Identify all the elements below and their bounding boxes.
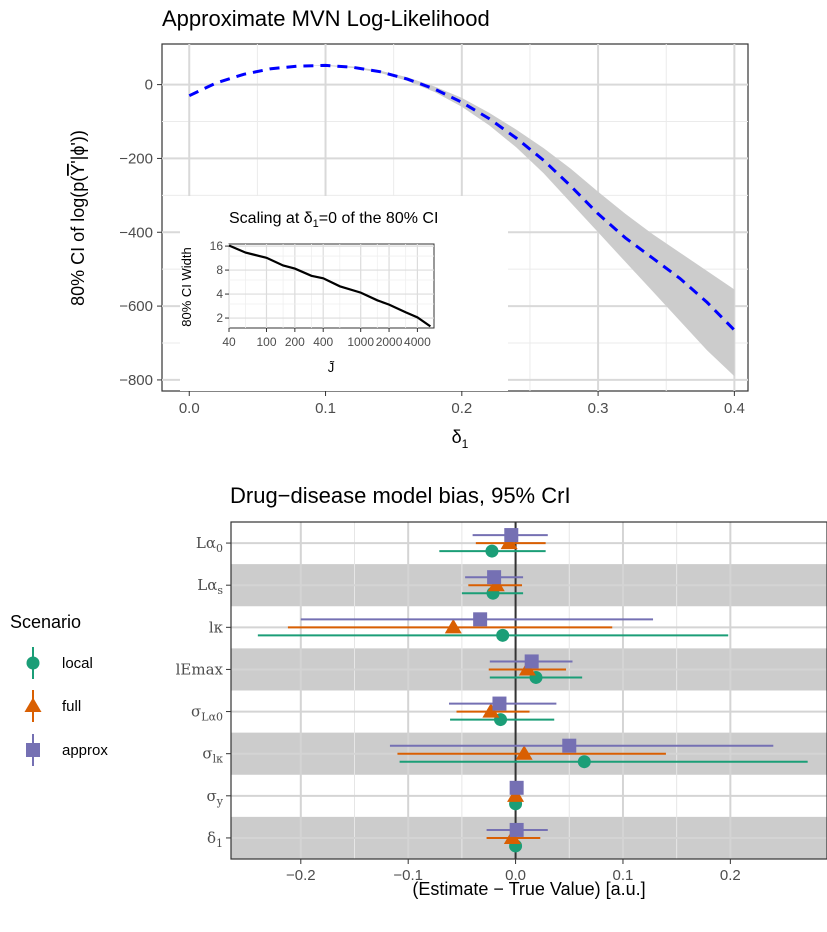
- top-chart-title: Approximate MVN Log-Likelihood: [162, 6, 490, 31]
- bottom-y-tick-label: σlκ: [202, 745, 223, 766]
- approx-point: [487, 570, 502, 585]
- approx-point: [524, 654, 539, 669]
- local-point: [485, 544, 499, 558]
- top-y-tick-label: −800: [119, 372, 153, 389]
- legend-label: full: [62, 698, 81, 715]
- bottom-x-tick-label: 0.1: [613, 867, 634, 884]
- legend-key-triangle: [24, 697, 42, 712]
- bottom-y-tick-label: δ1: [207, 829, 223, 850]
- inset-gridlines: [228, 244, 434, 328]
- legend-item-full: full: [24, 690, 81, 722]
- bottom-y-tick-label: lκ: [209, 618, 224, 636]
- top-x-axis-label: δ1: [452, 427, 469, 451]
- inset-y-tick-label: 16: [210, 239, 224, 253]
- approx-point: [473, 612, 488, 627]
- inset-y-tick-label: 2: [216, 311, 223, 325]
- bottom-x-tick-label: −0.2: [286, 867, 316, 884]
- full-point: [482, 703, 500, 718]
- inset-tick-labels: 40 100 200 400 1000 2000 4000 16 8 4 2: [210, 239, 431, 349]
- top-y-tick-label: −600: [119, 298, 153, 315]
- bottom-x-tick-label: 0.0: [505, 867, 526, 884]
- top-tick-labels: 0.0 0.1 0.2 0.3 0.4 0 −200 −400 −600 −800: [119, 77, 745, 417]
- legend-key-circle: [26, 656, 40, 670]
- inset-x-axis-label: J̃: [328, 360, 335, 375]
- inset-chart: Scaling at δ1=0 of the 80% CI 40 100 200 40…: [179, 196, 508, 391]
- bottom-x-tick-label: −0.1: [393, 867, 423, 884]
- bottom-y-tick-labels: Lα0 Lαs lκ lEmax σLα0 σlκ σy δ1: [176, 534, 231, 850]
- inset-x-tick-label: 200: [285, 335, 305, 349]
- top-confidence-band: [189, 65, 735, 377]
- legend: Scenario local full approx: [10, 612, 108, 766]
- legend-key-square: [26, 743, 40, 757]
- top-y-tick-label: 0: [145, 77, 153, 94]
- legend-title: Scenario: [10, 612, 81, 632]
- top-x-tick-label: 0.3: [588, 400, 609, 417]
- inset-y-axis-label: 80% CI Width: [179, 247, 194, 326]
- top-chart: Approximate MVN Log-Likelihood 0.0 0.1 0.2…: [68, 6, 749, 451]
- full-point: [444, 618, 462, 634]
- bottom-y-tick-label: lEmax: [176, 660, 224, 678]
- bottom-y-tick-label: Lα0: [196, 534, 223, 555]
- inset-x-tick-label: 2000: [376, 335, 403, 349]
- legend-items: local full approx: [24, 647, 108, 766]
- approx-point: [504, 528, 519, 543]
- inset-title: Scaling at δ1=0 of the 80% CI: [229, 210, 438, 230]
- bottom-y-tick-label: σLα0: [191, 703, 223, 724]
- approx-point: [509, 822, 524, 837]
- top-x-tick-label: 0.4: [724, 400, 745, 417]
- inset-x-tick-label: 100: [256, 335, 276, 349]
- bottom-x-axis-label: (Estimate − True Value) [a.u.]: [412, 879, 645, 899]
- local-point: [577, 755, 591, 769]
- approx-point: [562, 738, 577, 753]
- inset-x-tick-label: 1000: [347, 335, 374, 349]
- bottom-plot-panel: [230, 521, 827, 860]
- bottom-chart: Drug−disease model bias, 95% CrI −0.2 −0.…: [176, 483, 827, 899]
- top-y-axis-label: 80% CI of log(p(Y'|ϕ')): [68, 130, 88, 306]
- approx-point: [509, 780, 524, 795]
- inset-x-tick-label: 40: [222, 335, 236, 349]
- inset-x-tick-label: 400: [313, 335, 333, 349]
- inset-y-tick-label: 4: [216, 287, 223, 301]
- approx-point: [492, 696, 507, 711]
- top-x-tick-label: 0.2: [451, 400, 472, 417]
- legend-label: approx: [62, 742, 108, 759]
- bottom-marks: [257, 528, 808, 853]
- inset-x-tick-label: 4000: [404, 335, 431, 349]
- bottom-y-tick-label: Lαs: [197, 576, 223, 597]
- top-x-tick-label: 0.1: [315, 400, 336, 417]
- inset-line: [228, 244, 432, 328]
- top-y-tick-label: −400: [119, 224, 153, 241]
- top-y-tick-label: −200: [119, 150, 153, 167]
- bottom-x-tick-label: 0.2: [720, 867, 741, 884]
- bottom-x-tick-labels: −0.2 −0.1 0.0 0.1 0.2: [286, 859, 741, 884]
- top-x-tick-label: 0.0: [179, 400, 200, 417]
- legend-label: local: [62, 655, 93, 672]
- legend-item-approx: approx: [26, 734, 108, 766]
- full-point: [515, 745, 533, 760]
- bottom-chart-title: Drug−disease model bias, 95% CrI: [230, 483, 571, 508]
- top-mean-line: [188, 63, 736, 332]
- local-point: [496, 628, 510, 642]
- inset-y-tick-label: 8: [216, 263, 223, 277]
- bottom-y-tick-label: σy: [207, 787, 224, 808]
- legend-item-local: local: [26, 647, 93, 679]
